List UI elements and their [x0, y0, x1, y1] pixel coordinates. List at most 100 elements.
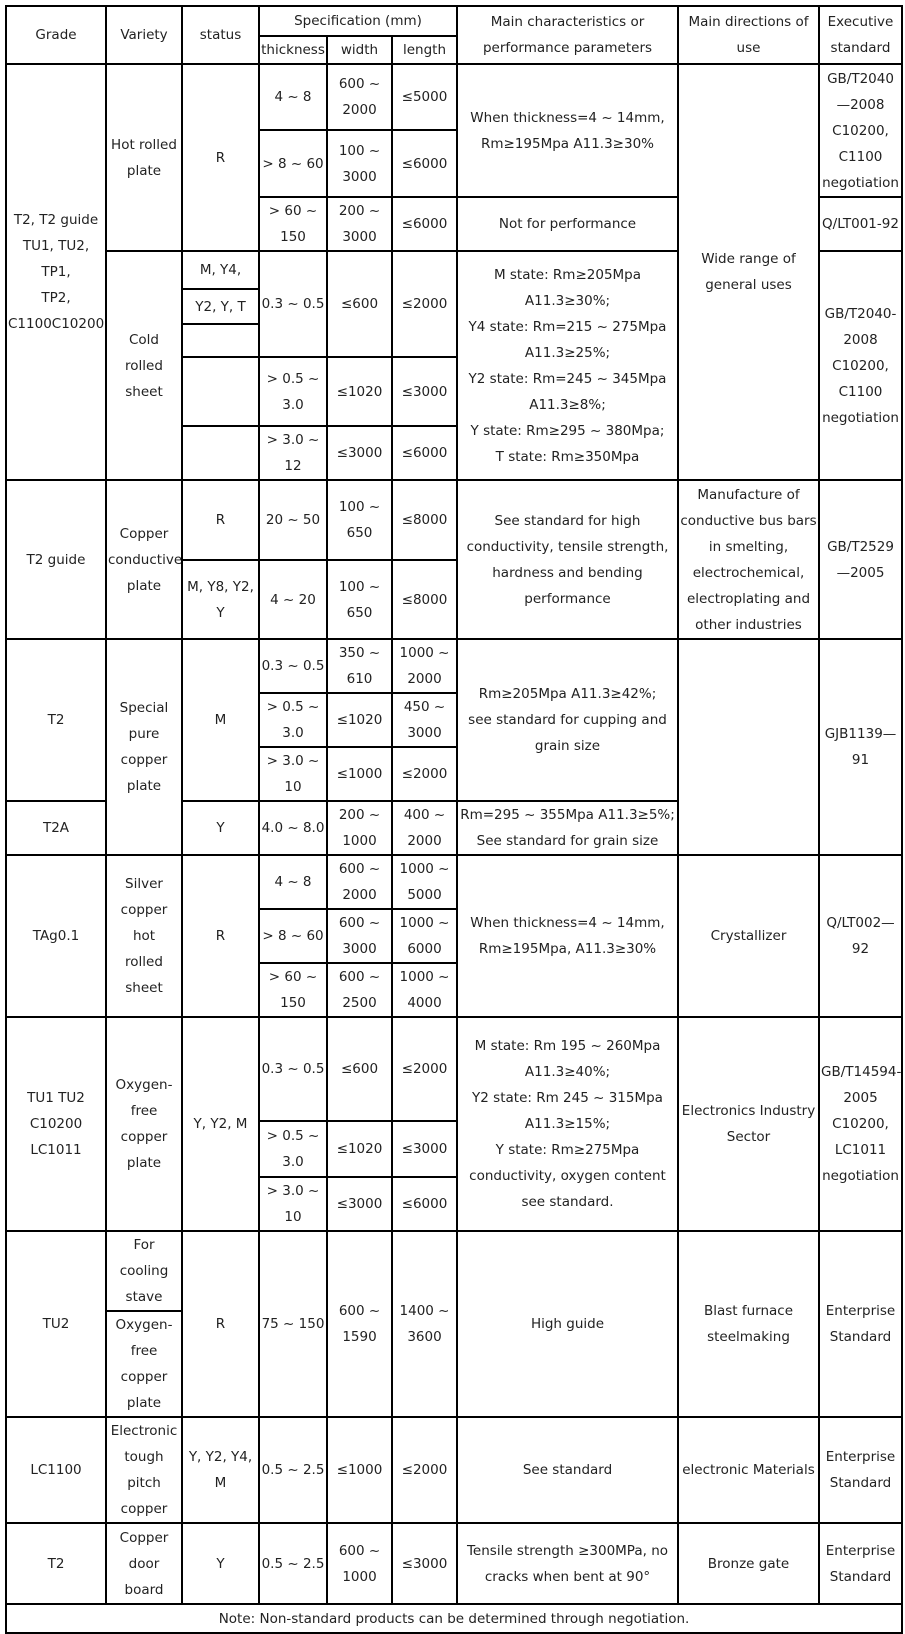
- characteristics-cell: Rm≥205Mpa A11.3≥42%; see standard for cu…: [456, 638, 679, 802]
- length-cell: 450 ~ 3000: [391, 692, 458, 748]
- header-length: length: [391, 35, 458, 65]
- status-cell: Y: [181, 800, 260, 856]
- thickness-cell: > 3.0 ~ 10: [258, 746, 328, 802]
- grade-cell: T2A: [5, 800, 107, 856]
- characteristics-cell: Not for performance: [456, 196, 679, 252]
- thickness-cell: 0.3 ~ 0.5: [258, 250, 328, 358]
- width-cell: 600 ~ 1590: [326, 1230, 393, 1418]
- variety-cell: Copper conductive plate: [105, 479, 183, 640]
- header-grade: Grade: [5, 5, 107, 65]
- length-cell: 1000 ~ 2000: [391, 638, 458, 694]
- width-cell: 600 ~ 2500: [326, 962, 393, 1018]
- header-characteristics: Main characteristics or performance para…: [456, 5, 679, 65]
- length-cell: ≤2000: [391, 746, 458, 802]
- standard-cell: GB/T2040 —2008 C10200, C1100 negotiation: [818, 63, 903, 198]
- characteristics-cell: Rm=295 ~ 355Mpa A11.3≥5%; See standard f…: [456, 800, 679, 856]
- header-thickness: thickness: [258, 35, 328, 65]
- variety-cell: For cooling stave: [105, 1230, 183, 1312]
- length-cell: 1400 ~ 3600: [391, 1230, 458, 1418]
- status-cell: M: [181, 638, 260, 802]
- thickness-cell: 0.3 ~ 0.5: [258, 1016, 328, 1122]
- table-note: Note: Non-standard products can be deter…: [5, 1603, 903, 1634]
- thickness-cell: > 3.0 ~ 10: [258, 1176, 328, 1232]
- grade-cell: T2: [5, 638, 107, 802]
- length-cell: 1000 ~ 5000: [391, 854, 458, 910]
- length-cell: 1000 ~ 4000: [391, 962, 458, 1018]
- width-cell: 200 ~ 3000: [326, 196, 393, 252]
- grade-cell: TU1 TU2 C10200 LC1011: [5, 1016, 107, 1232]
- thickness-cell: > 8 ~ 60: [258, 129, 328, 198]
- length-cell: ≤6000: [391, 425, 458, 481]
- copper-plate-specification-table: Grade Variety status Specification (mm) …: [5, 5, 903, 1634]
- status-cell: R: [181, 479, 260, 561]
- status-cell: M, Y8, Y2, Y: [181, 559, 260, 640]
- width-cell: ≤600: [326, 250, 393, 358]
- variety-cell: Oxygen- free copper plate: [105, 1016, 183, 1232]
- standard-cell: Q/LT001-92: [818, 196, 903, 252]
- standard-cell: Enterprise Standard: [818, 1230, 903, 1418]
- length-cell: ≤6000: [391, 196, 458, 252]
- length-cell: ≤6000: [391, 1176, 458, 1232]
- width-cell: 100 ~ 650: [326, 559, 393, 640]
- grade-cell: TU2: [5, 1230, 107, 1418]
- length-cell: ≤8000: [391, 479, 458, 561]
- status-cell-empty: [181, 356, 260, 427]
- use-cell: [677, 638, 820, 856]
- standard-cell: Q/LT002— 92: [818, 854, 903, 1018]
- grade-cell: LC1100: [5, 1416, 107, 1524]
- thickness-cell: 0.3 ~ 0.5: [258, 638, 328, 694]
- thickness-cell: > 3.0 ~ 12: [258, 425, 328, 481]
- length-cell: ≤3000: [391, 1120, 458, 1178]
- header-standard: Executive standard: [818, 5, 903, 65]
- characteristics-cell: M state: Rm≥205Mpa A11.3≥30%; Y4 state: …: [456, 250, 679, 481]
- characteristics-cell: High guide: [456, 1230, 679, 1418]
- width-cell: ≤1020: [326, 356, 393, 427]
- thickness-cell: 0.5 ~ 2.5: [258, 1416, 328, 1524]
- header-specification: Specification (mm): [258, 5, 458, 37]
- status-cell: R: [181, 63, 260, 252]
- use-cell: Crystallizer: [677, 854, 820, 1018]
- variety-cell: Oxygen- free copper plate: [105, 1310, 183, 1418]
- status-cell-empty: [181, 425, 260, 481]
- header-variety: Variety: [105, 5, 183, 65]
- width-cell: ≤1020: [326, 692, 393, 748]
- width-cell: ≤3000: [326, 425, 393, 481]
- use-cell: Manufacture of conductive bus bars in sm…: [677, 479, 820, 640]
- thickness-cell: 20 ~ 50: [258, 479, 328, 561]
- standard-cell: GB/T2040- 2008 C10200, C1100 negotiation: [818, 250, 903, 481]
- width-cell: 600 ~ 3000: [326, 908, 393, 964]
- standard-cell: GB/T2529 —2005: [818, 479, 903, 640]
- thickness-cell: > 60 ~ 150: [258, 196, 328, 252]
- thickness-cell: > 0.5 ~ 3.0: [258, 356, 328, 427]
- characteristics-cell: See standard for high conductivity, tens…: [456, 479, 679, 640]
- length-cell: ≤2000: [391, 1416, 458, 1524]
- width-cell: ≤1000: [326, 1416, 393, 1524]
- variety-cell: Hot rolled plate: [105, 63, 183, 252]
- header-status: status: [181, 5, 260, 65]
- standard-cell: Enterprise Standard: [818, 1416, 903, 1524]
- status-cell: M, Y4,: [181, 250, 260, 290]
- thickness-cell: > 0.5 ~ 3.0: [258, 692, 328, 748]
- variety-cell: Cold rolled sheet: [105, 250, 183, 481]
- standard-cell: GB/T14594- 2005 C10200, LC1011 negotiati…: [818, 1016, 903, 1232]
- grade-cell: T2 guide: [5, 479, 107, 640]
- width-cell: 100 ~ 3000: [326, 129, 393, 198]
- width-cell: 350 ~ 610: [326, 638, 393, 694]
- thickness-cell: > 8 ~ 60: [258, 908, 328, 964]
- width-cell: ≤600: [326, 1016, 393, 1122]
- thickness-cell: 75 ~ 150: [258, 1230, 328, 1418]
- status-cell: R: [181, 1230, 260, 1418]
- use-cell: Blast furnace steelmaking: [677, 1230, 820, 1418]
- variety-cell: Silver copper hot rolled sheet: [105, 854, 183, 1018]
- length-cell: ≤3000: [391, 356, 458, 427]
- thickness-cell: > 60 ~ 150: [258, 962, 328, 1018]
- characteristics-cell: When thickness=4 ~ 14mm, Rm≥195Mpa A11.3…: [456, 63, 679, 198]
- thickness-cell: 4 ~ 20: [258, 559, 328, 640]
- length-cell: ≤2000: [391, 250, 458, 358]
- thickness-cell: 4 ~ 8: [258, 63, 328, 131]
- use-cell: Wide range of general uses: [677, 63, 820, 481]
- grade-cell: T2, T2 guide TU1, TU2, TP1, TP2, C1100C1…: [5, 63, 107, 481]
- status-cell-empty: [181, 323, 260, 358]
- width-cell: ≤1020: [326, 1120, 393, 1178]
- width-cell: 200 ~ 1000: [326, 800, 393, 856]
